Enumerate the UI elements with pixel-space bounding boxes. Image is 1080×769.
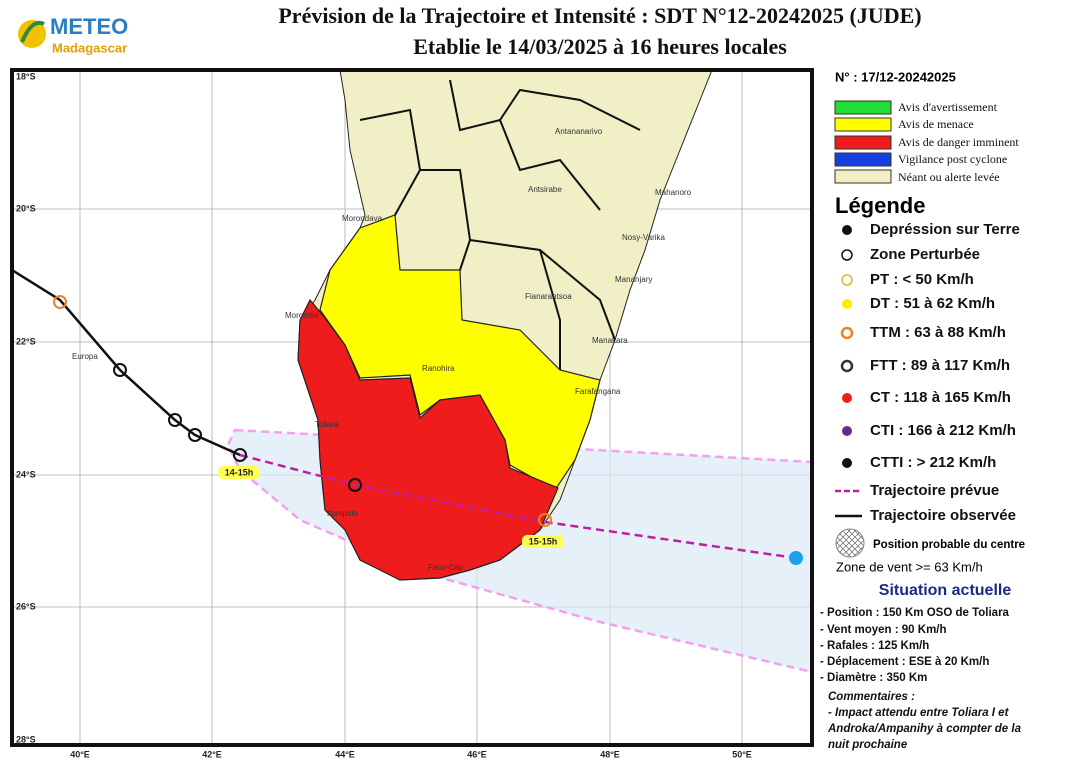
place: Antsirabe (528, 185, 562, 194)
lon-label: 44°E (335, 749, 355, 759)
alert-label: Avis d'avertissement (898, 100, 998, 114)
lat-label: 24°S (16, 469, 36, 479)
place: Fianarantsoa (525, 292, 572, 301)
place: Antananarivo (555, 127, 603, 136)
lat-label: 22°S (16, 336, 36, 346)
alert-label: Avis de danger imminent (898, 135, 1019, 149)
alert-swatch (834, 100, 892, 115)
situation-title: Situation actuelle (879, 582, 1012, 599)
logo-top: METEO (50, 14, 128, 39)
wind-zone: Zone de vent >= 63 Km/h (836, 559, 983, 574)
place: Europa (72, 352, 98, 361)
legend-label: PT : < 50 Km/h (870, 271, 974, 288)
legend-label: CT : 118 à 165 Km/h (870, 389, 1011, 406)
alert-label: Vigilance post cyclone (898, 152, 1007, 166)
cyclone-symbols (53, 295, 552, 527)
lat-labels: 18°S 20°S 22°S 24°S 26°S 28°S (16, 71, 36, 744)
legend-label: CTI : 166 à 212 Km/h (870, 422, 1016, 439)
place: Toliara (315, 420, 339, 429)
comment-line: nuit prochaine (828, 739, 908, 751)
places: Antananarivo Antsirabe Mahanoro Morondav… (72, 127, 692, 572)
lat-label: 20°S (16, 203, 36, 213)
lon-label: 50°E (732, 749, 752, 759)
situation-line: - Déplacement : ESE à 20 Km/h (820, 656, 989, 668)
legend-label: FTT : 89 à 117 Km/h (870, 357, 1010, 374)
legend-title: Légende (835, 193, 925, 218)
time-badge (522, 535, 564, 548)
lon-label: 46°E (467, 749, 487, 759)
legend-label: CTTI : > 212 Km/h (870, 454, 996, 471)
place: Mahanoro (655, 188, 692, 197)
legend-label: DT : 51 à 62 Km/h (870, 295, 995, 312)
place: Itampolo (327, 509, 358, 518)
lat-label: 18°S (16, 71, 36, 81)
place: Mananjary (615, 275, 652, 284)
observed-track (12, 268, 241, 457)
alert-swatch (834, 169, 892, 184)
lon-label: 42°E (202, 749, 222, 759)
alert-swatch (834, 152, 892, 167)
alert-label: Avis de menace (898, 117, 974, 131)
place: Faux-Cap (428, 563, 464, 572)
lat-label: 26°S (16, 601, 36, 611)
lat-label: 28°S (16, 734, 36, 744)
time-label: 15-15h (529, 536, 558, 546)
lon-label: 48°E (600, 749, 620, 759)
time-label: 14-15h (225, 467, 254, 477)
situation-line: - Position : 150 Km OSO de Toliara (820, 607, 1010, 619)
map: 14-15h 15-15h Antananarivo Antsirabe Mah… (12, 70, 812, 745)
map-frame (10, 68, 814, 747)
alert-swatch (834, 135, 892, 150)
red-zone (297, 298, 559, 581)
logo: METEO Madagascar (18, 14, 128, 55)
time-badge (218, 466, 260, 479)
alert-label: Néant ou alerte levée (898, 170, 1000, 184)
situation-line: - Vent moyen : 90 Km/h (820, 624, 947, 636)
subtitle: Etablie le 14/03/2025 à 16 heures locale… (413, 34, 787, 59)
place: Manakara (592, 336, 628, 345)
forecast-track (239, 453, 797, 560)
alert-swatch (834, 117, 892, 132)
situation-line: - Diamètre : 350 Km (820, 672, 927, 684)
panel: N° : 17/12-20242025 Avis d'avertissement… (820, 69, 1025, 751)
legend-label: Position probable du centre (873, 539, 1025, 551)
lon-label: 40°E (70, 749, 90, 759)
legend-label: Zone Perturbée (870, 246, 980, 263)
place: Farafangana (575, 387, 621, 396)
place: Morondava (342, 214, 383, 223)
legend-symbols (835, 225, 865, 558)
place: Nosy-Varika (622, 233, 666, 242)
legend-label: Trajectoire observée (870, 507, 1016, 524)
title: Prévision de la Trajectoire et Intensité… (278, 3, 921, 28)
place: Morombe (285, 311, 319, 320)
legend-label: TTM : 63 à 88 Km/h (870, 324, 1006, 341)
region-borders (359, 79, 641, 370)
bulletin-number: N° : 17/12-20242025 (835, 69, 956, 84)
probable-center (789, 551, 803, 565)
comment-line: - Impact attendu entre Toliara I et (828, 707, 1010, 719)
place: Ranohira (422, 364, 455, 373)
legend-label: Trajectoire prévue (870, 482, 999, 499)
lon-labels: 40°E 42°E 44°E 46°E 48°E 50°E (70, 749, 752, 759)
comment-line: Commentaires : (828, 691, 915, 703)
logo-bottom: Madagascar (52, 40, 127, 55)
legend-label: Depréssion sur Terre (870, 221, 1020, 238)
comment-line: Androka/Ampanihy à compter de la (827, 723, 1022, 735)
situation-line: - Rafales : 125 Km/h (820, 640, 929, 652)
